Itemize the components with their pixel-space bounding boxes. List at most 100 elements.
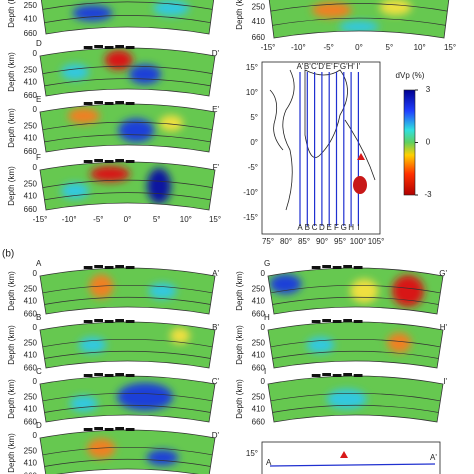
section-panel (40, 430, 215, 474)
station-bar (115, 101, 124, 104)
x-tick-label: -5° (324, 43, 334, 52)
x-tick-label: -5° (93, 215, 103, 224)
depth-tick-label: 250 (24, 392, 38, 401)
x-tick-label: -10° (291, 43, 306, 52)
depth-tick-label: 410 (252, 17, 266, 26)
depth-tick-label: 0 (261, 323, 266, 332)
profile-end-label: C' (311, 62, 319, 71)
depth-tick-label: 250 (252, 392, 266, 401)
depth-tick-label: 410 (24, 78, 38, 87)
lat-tick-label: 0° (250, 138, 258, 147)
section-end-label: H' (440, 323, 448, 332)
anomaly (269, 274, 302, 295)
panel-outline (39, 47, 216, 97)
section-end-label: C' (212, 377, 220, 386)
station-bar (332, 266, 342, 269)
anomaly (306, 337, 335, 353)
station-bar (332, 374, 342, 377)
station-bar (311, 266, 321, 269)
station-bar (104, 266, 114, 269)
station-bar (353, 374, 363, 377)
profile-end-label: A' (430, 453, 437, 462)
section-panel (40, 268, 215, 314)
section-end-label: G' (439, 269, 447, 278)
x-tick-label: 10° (414, 43, 426, 52)
depth-axis-label: Depth (km) (7, 166, 16, 206)
profile-start-label: I (357, 223, 359, 232)
section-start-label: E (36, 95, 41, 104)
discontinuity (268, 350, 443, 360)
discontinuity (268, 17, 450, 27)
station-bar (322, 319, 331, 322)
anomaly (90, 166, 130, 182)
discontinuity (40, 392, 215, 402)
discontinuity (40, 446, 215, 456)
panel-outline (39, 429, 216, 474)
station-bar (104, 102, 114, 105)
discontinuity (40, 338, 215, 348)
station-bar (104, 428, 114, 431)
depth-tick-label: 0 (33, 269, 38, 278)
depth-tick-label: 250 (252, 284, 266, 293)
profile-start-label: D (319, 223, 325, 232)
discontinuity (268, 3, 450, 12)
depth-tick-label: 250 (24, 179, 38, 188)
section-panel (40, 162, 215, 210)
section-end-label: B' (212, 323, 219, 332)
profile-start-label: A (266, 458, 272, 467)
section-start-label: D (36, 39, 42, 48)
depth-tick-label: 410 (24, 350, 38, 359)
depth-tick-label: 660 (24, 471, 38, 474)
profile-start-label: E (327, 223, 332, 232)
discontinuity (40, 284, 215, 294)
x-tick-label: 10° (180, 215, 192, 224)
depth-tick-label: 660 (24, 205, 38, 214)
depth-axis-label: Depth (km) (7, 271, 16, 311)
station-bar (83, 320, 93, 323)
section-start-label: F (36, 153, 41, 162)
map-frame (261, 441, 441, 474)
depth-tick-label: 660 (252, 417, 266, 426)
depth-tick-label: 660 (252, 33, 266, 42)
station-bar (94, 265, 103, 268)
x-tick-label: -10° (62, 215, 77, 224)
station-bar (104, 160, 114, 163)
station-bar (83, 160, 93, 163)
anomaly (87, 438, 116, 459)
anomaly (350, 279, 379, 303)
anomaly (159, 115, 184, 132)
discontinuity (40, 404, 215, 414)
section-end-label: D' (212, 49, 220, 58)
depth-tick-label: 410 (24, 296, 38, 305)
panel-bg (40, 268, 215, 314)
anomaly (148, 283, 177, 299)
anomaly (67, 108, 100, 124)
volcano (340, 451, 348, 458)
depth-tick-label: 410 (24, 458, 38, 467)
section-end-label: F' (213, 163, 220, 172)
anomaly (147, 168, 171, 204)
depth-tick-label: 660 (252, 363, 266, 372)
figure-content: 0 250 410 660 Depth (km) 0 250 410 660 Depth (km)… (2, 0, 456, 474)
station-bar (104, 374, 114, 377)
depth-tick-label: 0 (33, 323, 38, 332)
discontinuity (40, 65, 215, 75)
depth-tick-label: 660 (24, 363, 38, 372)
x-tick-label: 15° (209, 215, 221, 224)
section-start-label: B (36, 313, 41, 322)
station-bar (115, 373, 124, 376)
discontinuity (40, 350, 215, 360)
depth-tick-label: 410 (24, 14, 38, 23)
discontinuity (40, 458, 215, 468)
lat-tick-label: -15° (243, 213, 258, 222)
anomaly (339, 20, 379, 33)
section-panel (268, 376, 443, 422)
section-end-label: I' (443, 377, 447, 386)
section-start-label: D (36, 421, 42, 430)
station-bar (115, 45, 124, 48)
station-bar (125, 428, 135, 431)
anomaly (72, 5, 113, 22)
section-end-label: E' (212, 105, 219, 114)
depth-tick-label: 250 (252, 338, 266, 347)
profile-end-label: A' (297, 62, 304, 71)
